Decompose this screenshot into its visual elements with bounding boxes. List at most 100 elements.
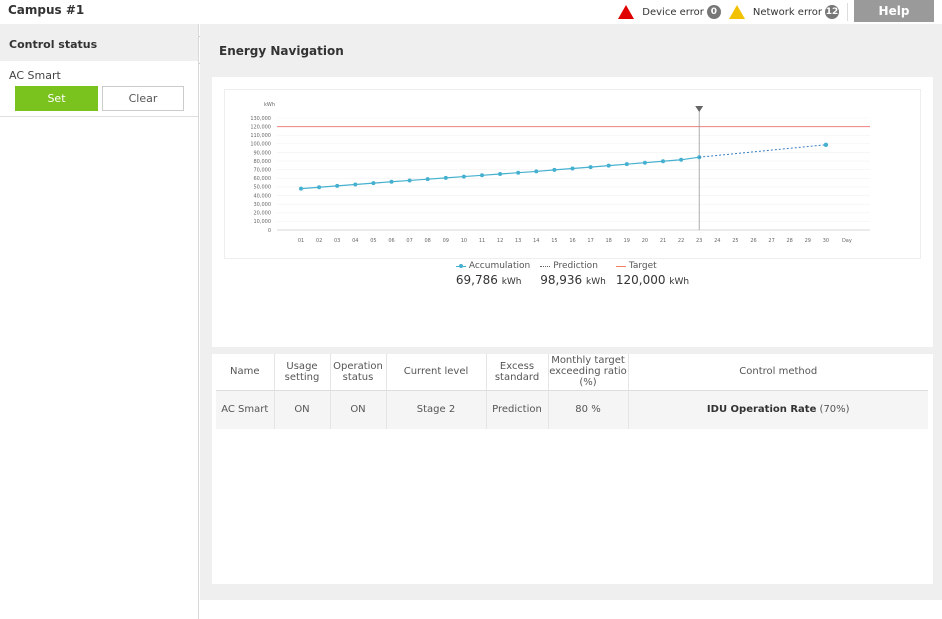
x-tick-label: 09 <box>443 238 449 244</box>
cell-excess: Prediction <box>486 390 549 429</box>
y-tick-label: 100,000 <box>250 142 271 148</box>
col-usage: Usage setting <box>274 354 331 391</box>
x-tick-label: 07 <box>406 238 412 244</box>
legend-accumulation[interactable]: Accumulation 69,786 kWh <box>455 261 531 287</box>
accumulation-value: 69,786 <box>455 273 498 287</box>
x-tick-label: 19 <box>624 238 630 244</box>
accumulation-point <box>570 166 575 171</box>
accumulation-point <box>552 167 557 172</box>
divider <box>847 3 848 21</box>
x-axis-label: Day <box>842 238 852 244</box>
legend-target[interactable]: Target 120,000 kWh <box>615 261 690 287</box>
y-tick-label: 130,000 <box>250 116 271 122</box>
x-tick-label: 18 <box>606 238 612 244</box>
accumulation-point <box>299 186 303 191</box>
col-excess: Excess standard <box>486 354 549 391</box>
col-operation: Operation status <box>330 354 387 391</box>
device-error[interactable]: Device error 0 <box>618 5 721 19</box>
x-tick-label: 16 <box>569 238 575 244</box>
accumulation-point <box>353 182 358 187</box>
cell-name: AC Smart <box>216 390 275 429</box>
top-bar: Campus #1 Device error 0 Network error 1… <box>0 0 942 24</box>
accumulation-point <box>389 179 394 184</box>
legend-label: Accumulation <box>468 261 531 271</box>
y-tick-label: 120,000 <box>250 124 271 130</box>
unit: kWh <box>669 277 690 287</box>
col-ratio: Monthly target exceeding ratio (%) <box>548 354 629 391</box>
x-tick-label: 01 <box>298 238 304 244</box>
cell-method: IDU Operation Rate (70%) <box>628 390 928 429</box>
y-tick-label: 10,000 <box>254 219 272 225</box>
cell-operation: ON <box>330 390 387 429</box>
table-row[interactable]: AC Smart ON ON Stage 2 Prediction 80 % I… <box>216 390 928 429</box>
accumulation-point <box>317 185 322 190</box>
accumulation-point <box>461 174 466 179</box>
prediction-value: 98,936 <box>540 273 583 287</box>
cell-ratio: 80 % <box>548 390 629 429</box>
accumulation-point <box>642 160 647 165</box>
y-tick-label: 90,000 <box>254 150 272 156</box>
x-tick-label: 05 <box>370 238 376 244</box>
x-tick-label: 15 <box>551 238 557 244</box>
x-tick-label: 10 <box>461 238 467 244</box>
accumulation-point <box>661 159 665 164</box>
chart-panel: kWh 130,000 120,000 110,000 100,000 90,000 80,… <box>212 77 933 347</box>
network-error-icon <box>728 5 745 19</box>
x-tick-label: 27 <box>768 238 774 244</box>
x-tick-label: 04 <box>352 238 358 244</box>
chart-legend: Accumulation 69,786 kWh Prediction 98,93… <box>212 261 933 287</box>
prediction-key-icon <box>540 265 551 267</box>
legend-label: Target <box>628 261 657 271</box>
col-name: Name <box>216 354 275 391</box>
network-error-count: 12 <box>825 5 839 19</box>
divider <box>0 116 198 117</box>
x-tick-label: 11 <box>479 238 485 244</box>
table-header-row: Name Usage setting Operation status Curr… <box>216 354 928 391</box>
current-day-marker-icon <box>695 106 704 112</box>
accumulation-point <box>516 170 521 175</box>
control-table: Name Usage setting Operation status Curr… <box>216 354 928 429</box>
y-tick-label: 70,000 <box>254 167 272 173</box>
accumulation-point <box>534 169 539 174</box>
x-tick-label: 13 <box>515 238 521 244</box>
cell-level: Stage 2 <box>386 390 487 429</box>
accumulation-point <box>371 181 376 186</box>
campus-title: Campus #1 <box>8 3 85 17</box>
prediction-point <box>823 142 829 147</box>
sidebar-buttons: Set Clear <box>0 83 198 111</box>
col-level: Current level <box>386 354 487 391</box>
legend-prediction[interactable]: Prediction 98,936 kWh <box>540 261 606 287</box>
target-value: 120,000 <box>615 273 666 287</box>
method-value: (70%) <box>816 404 850 416</box>
x-tick-label: 24 <box>714 238 720 244</box>
target-key-icon <box>615 265 626 267</box>
x-tick-label: 17 <box>587 238 593 244</box>
x-tick-label: 02 <box>316 238 322 244</box>
sidebar-item-ac-smart: AC Smart <box>9 69 61 82</box>
x-tick-label: 30 <box>823 238 829 244</box>
x-tick-label: 03 <box>334 238 340 244</box>
x-tick-label: 29 <box>805 238 811 244</box>
network-error[interactable]: Network error 12 <box>728 5 839 19</box>
alerts: Device error 0 Network error 12 <box>610 3 848 21</box>
y-tick-label: 0 <box>268 228 271 234</box>
y-tick-label: 60,000 <box>254 176 272 182</box>
x-tick-label: 23 <box>696 238 702 244</box>
cell-usage: ON <box>274 390 331 429</box>
control-table-panel: Name Usage setting Operation status Curr… <box>212 354 933 584</box>
y-tick-label: 80,000 <box>254 159 272 165</box>
x-tick-label: 25 <box>732 238 738 244</box>
y-tick-label: 110,000 <box>250 133 271 139</box>
x-tick-label: 20 <box>642 238 648 244</box>
y-axis-label: kWh <box>264 102 275 108</box>
accumulation-point <box>588 165 593 170</box>
device-error-count: 0 <box>706 5 721 19</box>
accumulation-point <box>679 157 684 162</box>
accumulation-point <box>498 172 503 176</box>
help-button[interactable]: Help <box>854 0 934 22</box>
accumulation-point <box>480 173 484 178</box>
set-button[interactable]: Set <box>15 86 98 111</box>
unit: kWh <box>501 277 522 287</box>
clear-button[interactable]: Clear <box>102 86 184 111</box>
y-tick-label: 20,000 <box>254 211 272 217</box>
